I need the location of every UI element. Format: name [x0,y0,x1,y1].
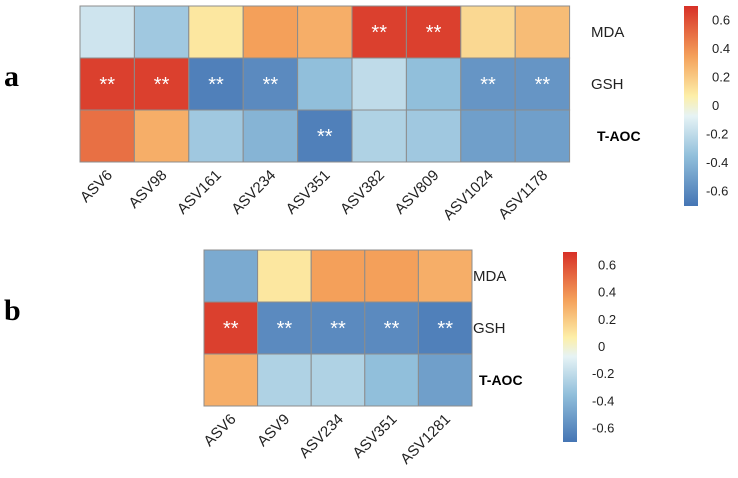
heatmap-cell [351,109,407,163]
heatmap-cell [364,353,419,407]
colorbar-tick-label: 0.2 [598,312,616,327]
column-label: ASV161 [174,167,225,218]
significance-marker: ** [535,74,551,96]
column-label: ASV6 [77,167,116,206]
heatmap-cell [514,57,571,111]
column-label: ASV351 [349,411,400,462]
column-label: ASV1281 [397,411,454,468]
column-label: ASV234 [296,411,347,462]
heatmap-cell [203,301,259,355]
colorbar-tick-label: -0.2 [706,127,728,142]
colorbar-tick-label: -0.2 [592,366,614,381]
row-label-gsh: GSH [591,76,624,93]
row-label-mda: MDA [591,24,624,41]
colorbar-tick-label: -0.4 [592,393,614,408]
heatmap-cell [297,57,353,111]
significance-marker: ** [208,74,224,96]
heatmap-cell [417,353,473,407]
row-label-mda: MDA [473,268,506,285]
column-label: ASV1024 [440,167,497,224]
heatmap-cell [188,109,244,163]
colorbar-tick-label: 0 [712,98,719,113]
panel-label-a: a [4,60,19,93]
heatmap-cell [133,5,190,59]
heatmap-cell [79,5,135,59]
heatmap-cell [417,301,473,355]
colorbar-tick-label: 0 [598,339,605,354]
significance-marker: ** [277,318,293,340]
significance-marker: ** [317,126,333,148]
heatmap-cell [351,5,407,59]
heatmap-cell [310,301,366,355]
heatmap-cell [514,5,571,59]
row-label-t-aoc: T-AOC [597,128,641,144]
colorbar-tick-label: 0.4 [712,41,730,56]
heatmap-cell [310,249,366,303]
heatmap-cell [460,5,516,59]
heatmap-cell [405,109,462,163]
heatmap-cell [188,5,244,59]
heatmap-cell [203,249,259,303]
colorbar-tick-label: 0.4 [598,285,616,300]
colorbar-tick-label: -0.4 [706,155,728,170]
heatmap-cell [242,109,299,163]
column-label: ASV382 [337,167,388,218]
column-label: ASV351 [283,167,334,218]
heatmap-cell [405,57,462,111]
colorbar [684,6,698,206]
column-label: ASV809 [391,167,442,218]
colorbar-tick-label: 0.6 [598,258,616,273]
column-label: ASV6 [200,411,239,450]
colorbar [563,252,577,442]
significance-marker: ** [99,74,115,96]
column-label: ASV1178 [495,167,551,223]
heatmap-cell [514,109,571,163]
row-label-gsh: GSH [473,320,506,337]
heatmap-cell [257,353,312,407]
heatmap-b: ** ** ** ** ** MDA GSH T-AOC ASV6 ASV9 ASV234 ASV35… [200,249,616,468]
colorbar-tick-label: -0.6 [592,420,614,435]
colorbar-tick-label: 0.2 [712,69,730,84]
panel-label-b: b [4,294,21,327]
heatmap-cell [79,109,135,163]
significance-marker: ** [371,22,387,44]
colorbar-tick-label: 0.6 [712,12,730,27]
significance-marker: ** [437,318,453,340]
significance-marker: ** [426,22,442,44]
colorbar-tick-label: -0.6 [706,184,728,199]
heatmap-cell [79,57,135,111]
heatmap-cell [133,109,190,163]
column-label: ASV98 [125,167,170,212]
significance-marker: ** [154,74,170,96]
heatmap-cell [297,5,353,59]
row-label-t-aoc: T-AOC [479,372,523,388]
significance-marker: ** [330,318,346,340]
significance-marker: ** [223,318,239,340]
heatmap-cell [364,249,419,303]
heatmap-cell [203,353,259,407]
heatmap-cell [460,109,516,163]
column-label: ASV9 [254,411,293,450]
heatmap-cell [417,249,473,303]
heatmap-cell [242,57,299,111]
significance-marker: ** [384,318,400,340]
significance-marker: ** [480,74,496,96]
column-label: ASV234 [228,167,279,218]
heatmap-cell [405,5,462,59]
heatmap-cell [257,249,312,303]
heatmap-cell [297,109,353,163]
heatmap-cell [242,5,299,59]
heatmap-cell [310,353,366,407]
heatmap-cell [351,57,407,111]
significance-marker: ** [263,74,279,96]
